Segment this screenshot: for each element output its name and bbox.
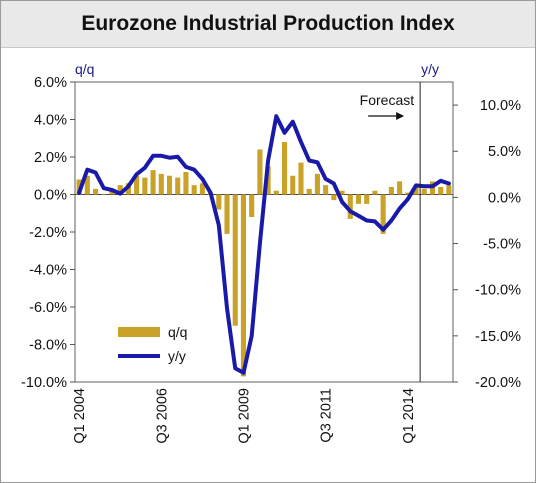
qq-bar — [347, 194, 353, 219]
qq-bar — [438, 187, 444, 195]
qq-bar — [92, 188, 99, 195]
left-tick-label: -2.0% — [29, 225, 67, 241]
qq-bar — [109, 190, 115, 195]
qq-bar — [150, 170, 156, 195]
legend-yy-label: y/y — [168, 348, 186, 364]
qq-bar — [339, 190, 345, 195]
right-tick-label: 0.0% — [488, 190, 521, 206]
qq-bar — [331, 194, 337, 201]
title-bar: Eurozone Industrial Production Index — [1, 1, 535, 48]
qq-bar — [117, 185, 123, 195]
qq-bar — [314, 173, 320, 195]
x-tick-label: Q3 2011 — [319, 388, 335, 443]
qq-bar — [240, 194, 247, 377]
left-tick-label: -6.0% — [29, 300, 67, 316]
legend-qq-label: q/q — [168, 324, 187, 340]
qq-bar — [224, 194, 230, 234]
left-tick-label: 4.0% — [34, 113, 67, 129]
qq-bar — [281, 142, 288, 195]
right-tick-label: 10.0% — [480, 98, 521, 114]
qq-bar — [257, 149, 263, 195]
qq-bar — [405, 192, 411, 195]
left-tick-label: 0.0% — [34, 188, 67, 204]
qq-bar — [199, 183, 205, 195]
forecast-arrow-head — [396, 112, 405, 120]
left-tick-label: -4.0% — [29, 263, 67, 279]
x-tick-label: Q1 2014 — [401, 388, 417, 444]
yy-line — [77, 114, 451, 375]
right-tick-label: 5.0% — [488, 144, 521, 160]
qq-bar — [183, 172, 189, 195]
qq-bar — [134, 175, 140, 195]
legend-qq-swatch — [118, 327, 160, 337]
x-tick-label: Q3 2006 — [154, 388, 170, 444]
qq-bar — [298, 162, 304, 195]
qq-bar — [175, 177, 181, 195]
qq-bar — [323, 185, 329, 195]
forecast-label: Forecast — [360, 92, 415, 108]
left-tick-label: -10.0% — [21, 375, 67, 391]
qq-bar — [101, 194, 107, 195]
qq-bar — [364, 194, 370, 204]
qq-bar — [397, 181, 403, 195]
right-tick-label: -5.0% — [483, 237, 521, 253]
right-axis-unit: y/y — [421, 61, 439, 77]
x-tick-label: Q1 2004 — [72, 388, 88, 444]
qq-bar — [158, 173, 164, 195]
qq-bar — [84, 175, 90, 195]
chart-title: Eurozone Industrial Production Index — [81, 12, 455, 35]
qq-bar — [249, 194, 255, 217]
qq-bar — [446, 185, 452, 195]
qq-bar — [372, 190, 378, 195]
qq-bar — [142, 177, 148, 195]
qq-bar — [216, 194, 222, 210]
qq-bar — [232, 194, 238, 326]
right-tick-label: -15.0% — [475, 329, 521, 345]
left-axis-unit: q/q — [75, 61, 94, 77]
left-tick-label: 2.0% — [34, 150, 67, 166]
qq-bar — [380, 194, 386, 234]
right-tick-label: -20.0% — [475, 375, 521, 391]
qq-bar — [273, 190, 279, 195]
x-tick-label: Q1 2009 — [236, 388, 252, 444]
qq-bar — [306, 188, 312, 195]
qq-bar — [388, 187, 394, 195]
right-tick-label: -10.0% — [475, 283, 521, 299]
qq-bar — [191, 185, 197, 195]
left-tick-label: 6.0% — [34, 75, 67, 91]
qq-bar — [166, 175, 173, 195]
qq-bar — [413, 185, 419, 195]
left-tick-label: -8.0% — [29, 338, 67, 354]
qq-bar — [355, 194, 362, 204]
qq-bar — [421, 188, 427, 195]
qq-bar — [290, 175, 296, 195]
